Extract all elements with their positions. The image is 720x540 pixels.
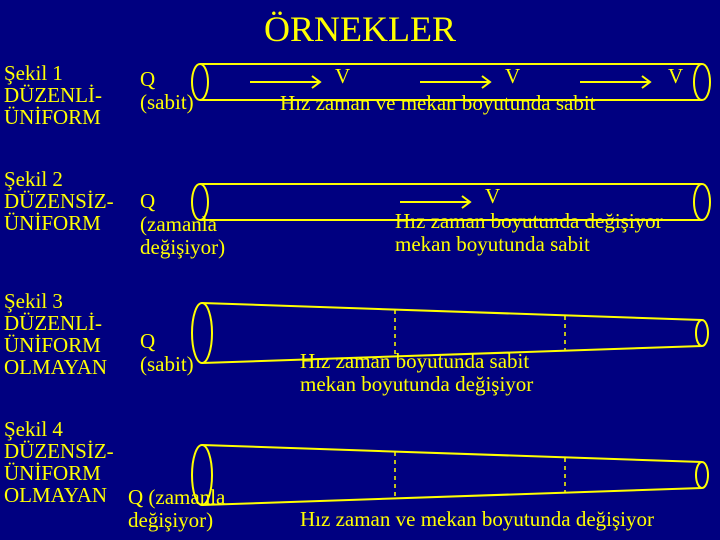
figure-2-desc: Hız zaman boyutunda değişiyor mekan boyu… [395,210,663,256]
fig3-line1: Şekil 3 [4,289,63,313]
fig3-q1: Q [140,329,155,353]
fig4-line4: OLMAYAN [4,483,107,507]
figure-1-q-label: Q (sabit) [140,68,194,114]
figure-3-q-label: Q (sabit) [140,330,194,376]
fig2-desc2: mekan boyutunda sabit [395,232,590,256]
fig2-v1: V [485,184,500,209]
fig2-line1: Şekil 2 [4,167,63,191]
fig2-q1: Q [140,189,155,213]
figure-1-label: Şekil 1 DÜZENLİ- ÜNİFORM [4,62,134,128]
figure-1: Şekil 1 DÜZENLİ- ÜNİFORM Q (sabit) V V V… [0,62,720,152]
fig4-line1: Şekil 4 [4,417,63,441]
figure-4-pipe [190,440,720,510]
fig1-line3: ÜNİFORM [4,105,101,129]
figure-2-label: Şekil 2 DÜZENSİZ- ÜNİFORM [4,168,134,234]
figure-4: Şekil 4 DÜZENSİZ- ÜNİFORM OLMAYAN Q (zam… [0,418,720,538]
fig2-line2: DÜZENSİZ- [4,189,114,213]
fig1-q1: Q [140,67,155,91]
fig1-line1: Şekil 1 [4,61,63,85]
fig3-line3: ÜNİFORM [4,333,101,357]
figure-4-desc: Hız zaman ve mekan boyutunda değişiyor [300,508,654,531]
fig3-q2: (sabit) [140,352,194,376]
fig3-line4: OLMAYAN [4,355,107,379]
fig1-q2: (sabit) [140,90,194,114]
figure-2: Şekil 2 DÜZENSİZ- ÜNİFORM Q (zamanla değ… [0,168,720,278]
fig3-desc2: mekan boyutunda değişiyor [300,372,533,396]
fig3-line2: DÜZENLİ- [4,311,102,335]
fig1-line2: DÜZENLİ- [4,83,102,107]
page-title: ÖRNEKLER [0,0,720,50]
fig4-q2: değişiyor) [128,508,213,532]
figure-3-label: Şekil 3 DÜZENLİ- ÜNİFORM OLMAYAN [4,290,134,378]
fig1-v1: V [335,64,350,89]
fig2-line3: ÜNİFORM [4,211,101,235]
figure-3-desc: Hız zaman boyutunda sabit mekan boyutund… [300,350,533,396]
fig2-desc1: Hız zaman boyutunda değişiyor [395,209,663,233]
fig4-line3: ÜNİFORM [4,461,101,485]
fig1-v3: V [668,64,683,89]
fig4-line2: DÜZENSİZ- [4,439,114,463]
fig3-desc1: Hız zaman boyutunda sabit [300,349,529,373]
figure-3: Şekil 3 DÜZENLİ- ÜNİFORM OLMAYAN Q (sabi… [0,290,720,410]
figure-4-label: Şekil 4 DÜZENSİZ- ÜNİFORM OLMAYAN [4,418,134,506]
fig1-v2: V [505,64,520,89]
figure-1-desc: Hız zaman ve mekan boyutunda sabit [280,92,595,115]
